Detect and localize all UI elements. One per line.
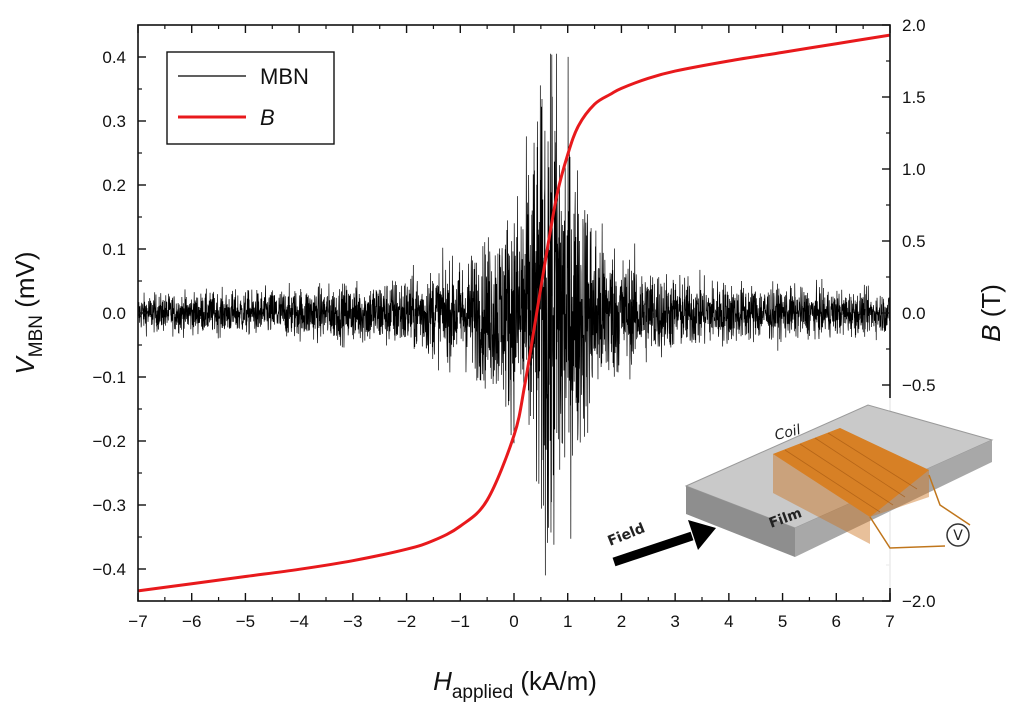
coil-turns	[784, 432, 918, 513]
film-front-face	[686, 486, 795, 557]
inset-illustration: V Coil Film Field	[600, 398, 1020, 588]
x-tick-label: 1	[563, 612, 572, 631]
left-tick-label: −0.4	[92, 560, 126, 579]
left-tick-label: 0.1	[102, 240, 126, 259]
x-tick-label: −2	[397, 612, 416, 631]
right-tick-label: 0.0	[902, 304, 926, 323]
right-tick-label: 0.5	[902, 232, 926, 251]
x-tick-label: −4	[289, 612, 308, 631]
x-tick-label: 3	[670, 612, 679, 631]
left-axis-ticks: −0.4 −0.3 −0.2 −0.1 0.0 0.1 0.2 0.3 0.4	[92, 48, 146, 579]
legend-box	[166, 51, 335, 145]
right-tick-label: −0.5	[902, 376, 936, 395]
x-tick-label: 7	[885, 612, 894, 631]
x-tick-label: 4	[724, 612, 733, 631]
x-tick-label: −7	[128, 612, 147, 631]
voltmeter-icon	[946, 523, 970, 547]
x-tick-label: 2	[617, 612, 626, 631]
x-tick-label: 5	[778, 612, 787, 631]
x-tick-label: 6	[832, 612, 841, 631]
legend-label-mbn: MBN	[260, 64, 309, 89]
field-arrow-shaft	[612, 531, 694, 567]
film-side-face	[795, 440, 992, 557]
right-tick-label: 1.0	[902, 160, 926, 179]
coil-wire-bottom	[869, 516, 946, 549]
legend: MBN B	[166, 51, 335, 145]
right-tick-label: 1.5	[902, 88, 926, 107]
left-axis-title: VMBN (mV)	[10, 251, 47, 374]
x-tick-label: −5	[236, 612, 255, 631]
right-tick-label: 2.0	[902, 16, 926, 35]
x-tick-label: 0	[509, 612, 518, 631]
field-arrow-head-icon	[688, 520, 716, 550]
right-axis-title: B (T)	[976, 284, 1006, 342]
left-tick-label: 0.3	[102, 112, 126, 131]
x-axis-ticks: −7 −6 −5 −4 −3 −2 −1 0 1 2 3 4 5 6 7	[128, 25, 895, 631]
x-tick-label: −3	[343, 612, 362, 631]
left-tick-label: −0.1	[92, 368, 126, 387]
x-axis-title: Happlied (kA/m)	[433, 666, 597, 703]
b-series	[137, 33, 891, 593]
left-tick-label: −0.3	[92, 496, 126, 515]
mbn-series	[137, 53, 891, 576]
coil-wire-top	[928, 474, 971, 526]
b-curve	[137, 33, 891, 593]
voltmeter-symbol: V	[953, 528, 963, 544]
right-axis-ticks: −2.0 −0.5 0.0 0.5 1.0 1.5 2.0	[882, 16, 936, 611]
legend-label-b: B	[260, 105, 275, 130]
coil-winding	[773, 428, 929, 517]
right-tick-label: −2.0	[902, 592, 936, 611]
x-tick-label: −6	[182, 612, 201, 631]
left-tick-label: 0.0	[102, 304, 126, 323]
left-tick-label: −0.2	[92, 432, 126, 451]
left-tick-label: 0.2	[102, 176, 126, 195]
mbn-line	[137, 53, 891, 576]
x-tick-label: −1	[451, 612, 470, 631]
coil-winding-front	[773, 428, 929, 544]
coil-label: Coil	[773, 422, 802, 444]
left-tick-label: 0.4	[102, 48, 126, 67]
